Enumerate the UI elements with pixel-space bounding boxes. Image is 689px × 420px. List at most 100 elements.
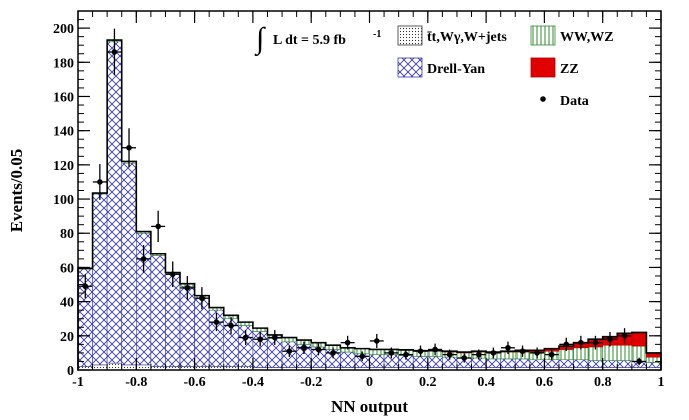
data-point — [559, 337, 574, 351]
data-marker — [505, 344, 511, 351]
bar-ww — [573, 347, 589, 361]
data-point — [428, 343, 443, 356]
data-marker — [242, 334, 249, 341]
data-point — [194, 287, 209, 310]
data-point — [165, 261, 180, 288]
data-point — [107, 28, 122, 76]
bar-dy — [485, 358, 501, 368]
y-tick-label: 120 — [53, 159, 74, 174]
data-point — [573, 335, 588, 350]
data-marker — [578, 339, 584, 346]
data-point — [296, 341, 311, 354]
data-point — [253, 331, 268, 347]
data-point — [632, 357, 647, 366]
data-marker — [563, 341, 570, 348]
data-point — [486, 347, 501, 359]
bar-dy — [500, 358, 516, 368]
data-point — [180, 276, 195, 300]
x-tick-label: 1 — [658, 375, 665, 390]
bar-dy — [165, 273, 181, 367]
x-tick-label: -0.8 — [125, 375, 147, 390]
data-marker — [140, 256, 147, 262]
data-point — [340, 335, 355, 350]
bar-dy — [602, 360, 618, 368]
x-axis-title: NN output — [331, 397, 408, 416]
luminosity-annotation: ∫ L dt = 5.9 fb -1 — [254, 22, 381, 57]
y-tick-label: 80 — [60, 227, 74, 242]
data-marker — [461, 355, 468, 361]
legend-label-data: Data — [560, 94, 589, 109]
legend-entry-data: Data — [540, 94, 589, 109]
bar-dy — [412, 356, 429, 368]
data-marker — [169, 271, 176, 278]
data-marker — [126, 144, 132, 151]
data-marker — [621, 333, 628, 339]
data-marker — [97, 179, 103, 185]
data-marker — [330, 350, 336, 356]
series-dy — [77, 41, 662, 368]
data-marker — [271, 334, 278, 341]
legend: t̄t,Wγ,W+jets WW,WZ Drell-Yan ZZ Data — [397, 25, 614, 109]
bar-dy — [427, 356, 443, 368]
data-point — [78, 274, 93, 299]
bar-ttbar — [136, 364, 152, 371]
bar-dy — [646, 362, 662, 368]
data-point — [267, 330, 282, 345]
legend-label-zz: ZZ — [560, 62, 579, 77]
data-marker — [199, 295, 205, 302]
data-point — [355, 351, 370, 362]
data-marker — [417, 348, 424, 354]
data-marker — [184, 285, 191, 291]
data-marker — [490, 350, 497, 356]
data-point — [588, 335, 603, 350]
data-point — [151, 210, 166, 243]
data-marker — [432, 346, 438, 353]
data-marker — [476, 351, 482, 358]
y-tick-label: 0 — [67, 364, 74, 379]
x-tick-label: 0.6 — [536, 375, 554, 390]
data-point — [136, 245, 151, 273]
legend-label-ttbar: t̄t,Wγ,W+jets — [427, 30, 508, 45]
data-point — [515, 345, 530, 357]
luminosity-text: L dt = 5.9 fb — [273, 33, 346, 48]
bar-ttbar — [121, 364, 137, 371]
total-outline — [77, 39, 662, 370]
data-marker — [286, 348, 293, 354]
data-marker — [636, 358, 642, 365]
data-point — [122, 128, 137, 168]
data-marker — [257, 336, 263, 343]
legend-label-ww: WW,WZ — [560, 30, 614, 45]
bar-ww — [558, 349, 574, 361]
bar-ttbar — [106, 362, 123, 371]
series-data — [78, 28, 647, 366]
x-tick-label: -1 — [72, 375, 84, 390]
legend-swatch-zz — [530, 57, 556, 78]
data-marker — [446, 351, 453, 358]
bar-dy — [106, 41, 123, 364]
data-marker — [344, 339, 351, 346]
data-marker — [111, 49, 118, 55]
data-marker — [534, 350, 540, 356]
bar-ttbar — [92, 364, 108, 371]
legend-entry-dy: Drell-Yan — [397, 57, 485, 78]
x-tick-label: 0 — [366, 375, 373, 390]
data-point — [442, 349, 457, 360]
legend-swatch-data — [540, 96, 546, 102]
axes: -1 -0.8 -0.6 -0.4 -0.2 0 0.2 0.4 0.6 0.8 1 0 20 40 60 8… — [53, 10, 665, 390]
data-point — [209, 313, 224, 332]
x-tick-label: -0.4 — [242, 375, 264, 390]
legend-swatch-dy — [397, 57, 423, 78]
legend-swatch-ww — [530, 25, 556, 46]
bar-dy — [514, 358, 531, 368]
bar-dy — [529, 359, 545, 368]
bar-dy — [121, 162, 137, 366]
x-tick-label: 0.2 — [419, 375, 437, 390]
data-point — [602, 331, 617, 347]
legend-swatch-ttbar — [397, 25, 423, 46]
bar-dy — [92, 193, 108, 366]
data-marker — [388, 350, 395, 356]
data-point — [384, 347, 399, 359]
y-tick-label: 60 — [60, 261, 74, 276]
data-point — [617, 328, 632, 344]
